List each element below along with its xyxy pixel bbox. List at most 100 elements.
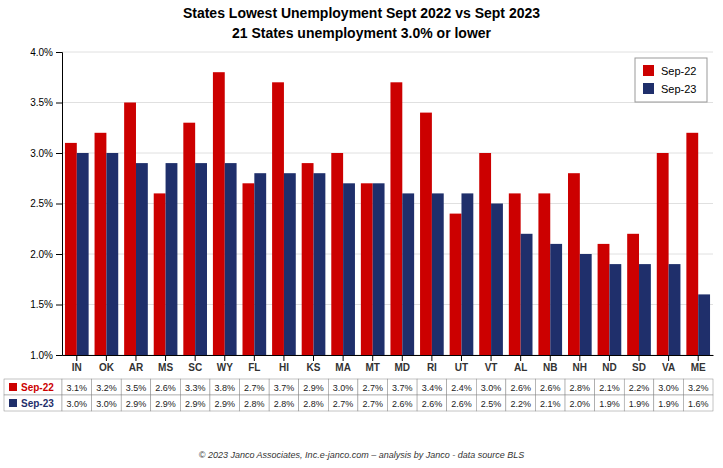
table-cell: [595, 395, 625, 411]
bar: [550, 244, 562, 355]
table-cell: [476, 379, 506, 395]
tick-mark: [254, 355, 255, 361]
tick-mark: [550, 355, 551, 361]
bar: [136, 163, 148, 355]
table-swatch: [9, 399, 17, 407]
table-cell: [240, 379, 270, 395]
bar: [491, 204, 503, 356]
tick: NB: [543, 355, 557, 373]
table-value: 2.9%: [214, 399, 235, 409]
tick: 1.5%: [30, 299, 62, 310]
bar: [183, 123, 195, 355]
table-value: 2.7%: [362, 383, 383, 393]
axis-line: [63, 355, 714, 356]
table-value: 1.9%: [658, 399, 679, 409]
grid-line: [62, 52, 713, 53]
table-value: 2.6%: [451, 399, 472, 409]
table-cell: [506, 395, 536, 411]
tick: VA: [662, 355, 675, 373]
tick-label: WY: [217, 362, 233, 373]
bar: [686, 133, 698, 355]
table-cell: [299, 395, 329, 411]
table-value: 2.6%: [392, 399, 413, 409]
tick-label: MD: [395, 362, 411, 373]
legend: Sep-22Sep-23: [635, 58, 707, 102]
bar: [195, 163, 207, 355]
tick-label: SD: [632, 362, 646, 373]
table-cell: [240, 395, 270, 411]
tick-label: KS: [307, 362, 321, 373]
bar: [657, 153, 669, 355]
bar: [166, 163, 178, 355]
bar: [568, 173, 580, 355]
tick: AL: [514, 355, 527, 373]
table-cell: [535, 395, 565, 411]
bars: [65, 72, 710, 355]
table-value: 3.3%: [185, 383, 206, 393]
chart: States Lowest Unemployment Sept 2022 vs …: [0, 0, 723, 468]
table-value: 3.0%: [96, 399, 117, 409]
tick: WY: [217, 355, 233, 373]
tick-mark: [313, 355, 314, 361]
bar: [154, 193, 166, 355]
tick-label: MT: [365, 362, 379, 373]
table-value: 3.8%: [214, 383, 235, 393]
tick-label: NB: [543, 362, 557, 373]
table-cell: [506, 379, 536, 395]
table-cell: [4, 379, 62, 395]
table-value: 3.0%: [658, 383, 679, 393]
bar: [461, 193, 473, 355]
table-value: 2.1%: [599, 383, 620, 393]
tick: IN: [72, 355, 82, 373]
tick: ME: [691, 355, 706, 373]
table-value: 2.8%: [274, 399, 295, 409]
table-cell: [624, 379, 654, 395]
bar: [509, 193, 521, 355]
table-value: 2.5%: [481, 399, 502, 409]
tick: 3.0%: [30, 148, 62, 159]
table-cell: [683, 395, 713, 411]
table-cell: [447, 395, 477, 411]
bar: [254, 173, 266, 355]
tick-label: VT: [485, 362, 498, 373]
tick: UT: [455, 355, 468, 373]
tick-label: 1.5%: [30, 299, 53, 310]
table-value: 2.6%: [540, 383, 561, 393]
table-cell: [151, 395, 181, 411]
bar: [331, 153, 343, 355]
tick: 3.5%: [30, 97, 62, 108]
tick-mark: [165, 355, 166, 361]
table-row-label: Sep-22: [21, 382, 54, 393]
tick: 1.0%: [30, 350, 62, 361]
tick-mark: [56, 305, 62, 306]
tick-label: AR: [129, 362, 144, 373]
bar: [106, 153, 118, 355]
tick: 2.0%: [30, 249, 62, 260]
tick-mark: [224, 355, 225, 361]
legend-swatch: [643, 65, 654, 76]
table-value: 2.2%: [629, 383, 650, 393]
tick-label: 3.5%: [30, 97, 53, 108]
tick-label: IN: [72, 362, 82, 373]
tick-label: 1.0%: [30, 350, 53, 361]
table-value: 2.9%: [155, 399, 176, 409]
table-value: 2.2%: [510, 399, 531, 409]
tick-label: 2.0%: [30, 249, 53, 260]
table-value: 3.7%: [274, 383, 295, 393]
table-value: 2.6%: [510, 383, 531, 393]
tick: SD: [632, 355, 646, 373]
table-value: 3.7%: [392, 383, 413, 393]
tick-mark: [343, 355, 344, 361]
series: [65, 72, 698, 355]
tick-mark: [135, 355, 136, 361]
table-value: 3.4%: [422, 383, 443, 393]
tick-label: 4.0%: [30, 47, 53, 58]
table-cell: [299, 379, 329, 395]
tick: AR: [129, 355, 144, 373]
tick: 4.0%: [30, 47, 62, 58]
series: [77, 153, 710, 355]
table-cell: [565, 395, 595, 411]
legend-item: Sep-23: [643, 83, 696, 95]
table-cell: [417, 379, 447, 395]
y-axis: 1.0%1.5%2.0%2.5%3.0%3.5%4.0%: [30, 47, 62, 361]
